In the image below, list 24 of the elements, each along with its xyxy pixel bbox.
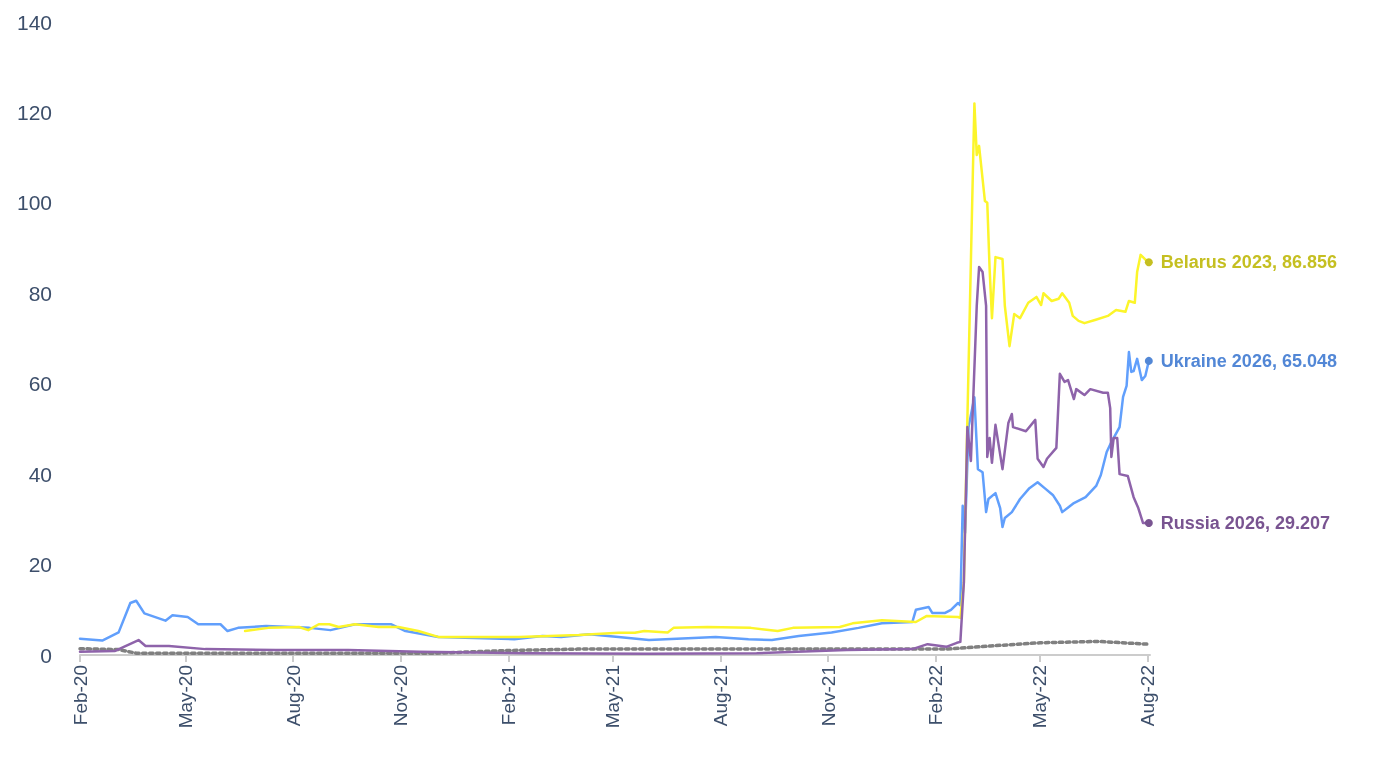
y-tick-label: 20 [28,553,52,577]
x-tick-label: Feb-21 [497,665,519,726]
x-tick-label: May-20 [174,665,196,729]
x-tick-label: Aug-20 [282,665,304,727]
data-label: Russia 2026, 29.207 [1160,512,1330,533]
x-tick-label: Aug-21 [709,665,731,727]
x-tick-label: Nov-20 [390,665,412,727]
point [1144,356,1153,365]
data-label: Ukraine 2026, 65.048 [1160,350,1337,371]
x-tick-label: Feb-22 [925,665,947,726]
y-tick-label: 0 [40,643,52,667]
y-tick-label: 40 [28,462,52,486]
y-tick-label: 60 [28,372,52,396]
x-tick-label: Feb-20 [69,665,91,726]
y-tick-label: 80 [28,281,52,305]
x-tick-label: May-21 [602,665,624,729]
y-tick-label: 100 [16,191,52,215]
point [1144,518,1153,527]
x-tick-label: Aug-22 [1137,665,1159,727]
y-tick-label: 120 [16,100,52,124]
data-label: Belarus 2023, 86.856 [1160,252,1337,273]
y-tick-label: 140 [16,10,52,34]
x-tick-label: Nov-21 [817,665,839,727]
x-tick-label: May-22 [1029,665,1051,729]
